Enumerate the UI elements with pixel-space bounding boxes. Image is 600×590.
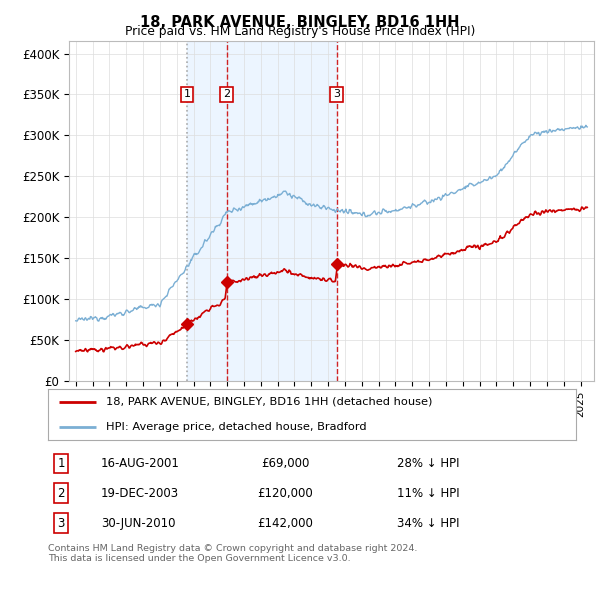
Text: HPI: Average price, detached house, Bradford: HPI: Average price, detached house, Brad… [106, 422, 367, 432]
Text: 1: 1 [58, 457, 65, 470]
Text: 18, PARK AVENUE, BINGLEY, BD16 1HH (detached house): 18, PARK AVENUE, BINGLEY, BD16 1HH (deta… [106, 397, 433, 407]
Text: 3: 3 [58, 517, 65, 530]
Text: 11% ↓ HPI: 11% ↓ HPI [397, 487, 460, 500]
Text: £69,000: £69,000 [262, 457, 310, 470]
Text: 1: 1 [184, 90, 191, 100]
Bar [187, 41, 337, 381]
Text: 19-DEC-2003: 19-DEC-2003 [101, 487, 179, 500]
Text: Contains HM Land Registry data © Crown copyright and database right 2024.
This d: Contains HM Land Registry data © Crown c… [48, 544, 418, 563]
Text: 3: 3 [333, 90, 340, 100]
Text: 2: 2 [58, 487, 65, 500]
Text: Price paid vs. HM Land Registry's House Price Index (HPI): Price paid vs. HM Land Registry's House … [125, 25, 475, 38]
Text: 2: 2 [223, 90, 230, 100]
Text: 30-JUN-2010: 30-JUN-2010 [101, 517, 175, 530]
Text: 18, PARK AVENUE, BINGLEY, BD16 1HH: 18, PARK AVENUE, BINGLEY, BD16 1HH [140, 15, 460, 30]
Text: 28% ↓ HPI: 28% ↓ HPI [397, 457, 460, 470]
Text: £142,000: £142,000 [257, 517, 314, 530]
Text: 16-AUG-2001: 16-AUG-2001 [101, 457, 179, 470]
Text: 34% ↓ HPI: 34% ↓ HPI [397, 517, 460, 530]
Text: £120,000: £120,000 [258, 487, 313, 500]
